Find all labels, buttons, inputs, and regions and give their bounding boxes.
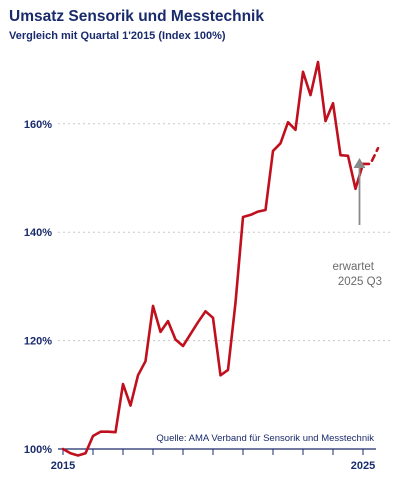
chart-title: Umsatz Sensorik und Messtechnik (9, 8, 264, 25)
annotation-arrow-head (353, 158, 366, 168)
annotation-label-2: 2025 Q3 (338, 276, 382, 288)
x-tick-label: 2025 (351, 460, 375, 472)
x-tick-label: 2015 (51, 460, 75, 472)
y-axis-ticks: 100% 120% 140% 160% (24, 119, 52, 456)
chart-subtitle: Vergleich mit Quartal 1'2015 (Index 100%… (9, 30, 226, 42)
x-axis-ticks: 2015 2025 (51, 449, 375, 472)
y-tick-label: 120% (24, 336, 52, 348)
annotation-label-1: erwartet (332, 261, 374, 273)
y-tick-label: 160% (24, 119, 52, 131)
series-line-forecast (361, 146, 380, 166)
y-tick-label: 140% (24, 227, 52, 239)
y-tick-label: 100% (24, 444, 52, 456)
series-line-main (61, 60, 365, 457)
source-note: Quelle: AMA Verband für Sensorik und Mes… (156, 433, 374, 444)
